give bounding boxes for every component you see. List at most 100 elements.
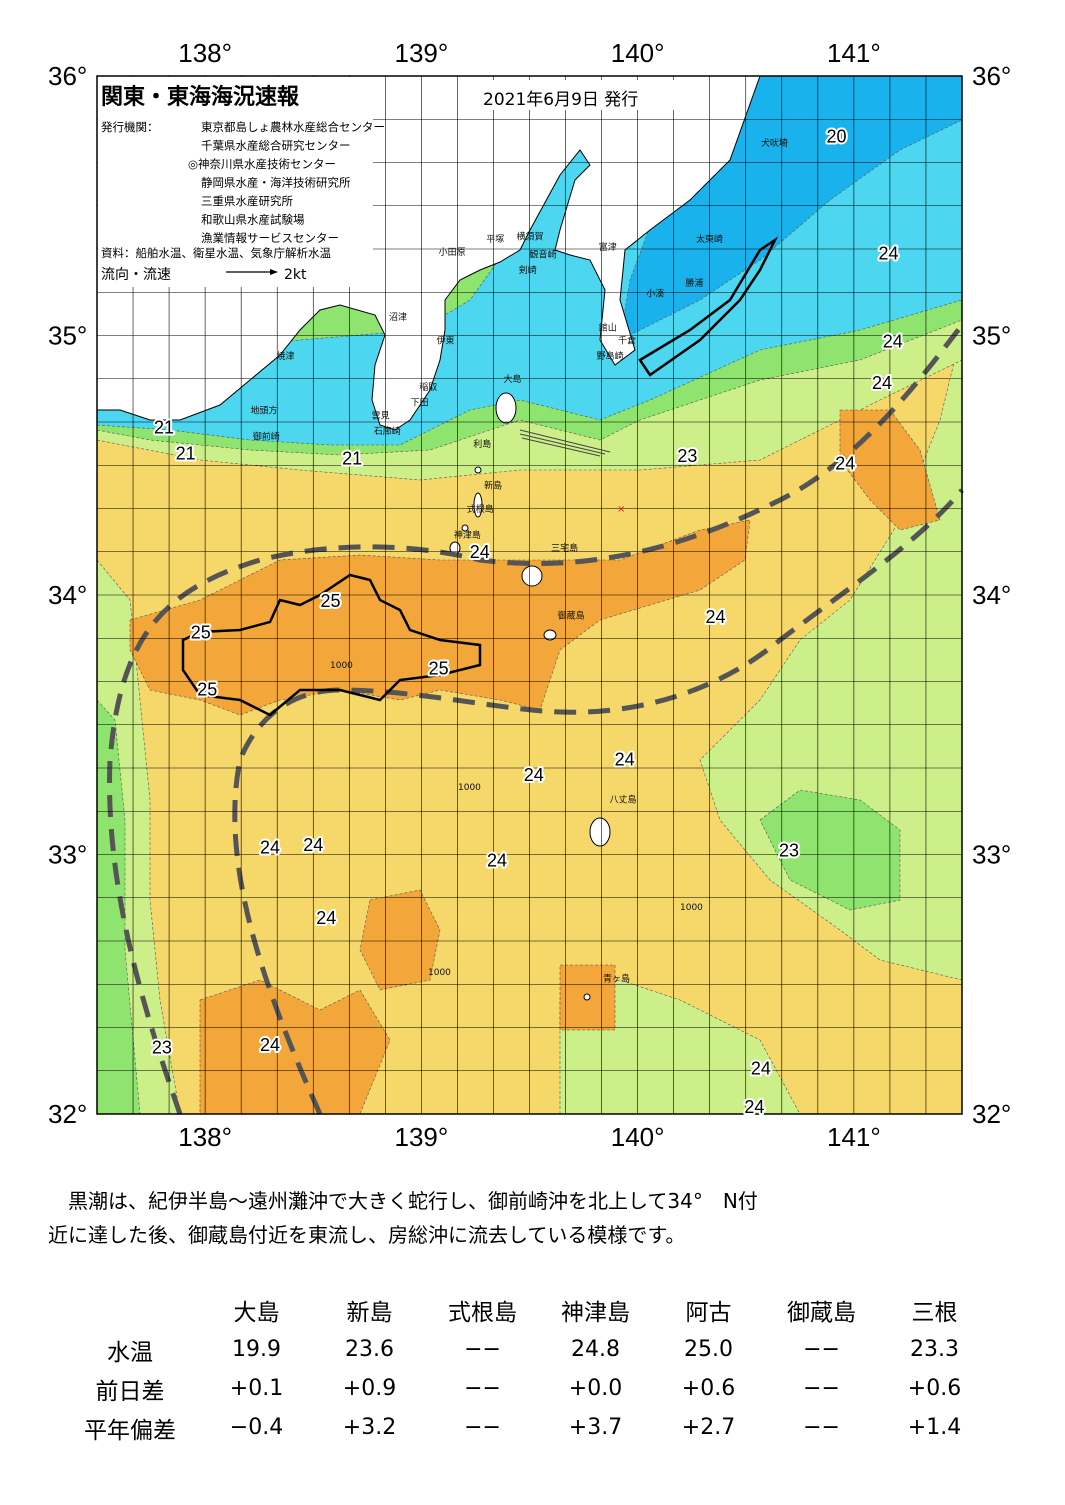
summary-line-1: 黒潮は、紀伊半島～遠州灘沖で大きく蛇行し、御前崎沖を北上して34° N付	[68, 1189, 758, 1213]
land-miyakejima	[521, 565, 543, 587]
temperature-label: 25	[197, 679, 217, 699]
kuroshio-axis-offshore	[107, 323, 964, 1115]
table-cell: +2.7	[681, 1415, 736, 1440]
issuer-name: ◎神奈川県水産技術センター	[188, 157, 336, 171]
place-name: 大島	[504, 373, 522, 385]
header-panel	[98, 77, 373, 287]
temperature-label: 24	[470, 542, 490, 562]
temperature-label: 25	[191, 622, 211, 642]
depth-contour-label: 1000	[458, 783, 481, 793]
row-label: 前日差	[95, 1378, 165, 1405]
place-name: 太東崎	[696, 233, 723, 245]
temperature-label: 21	[176, 443, 196, 463]
table-cell: 25.0	[684, 1337, 733, 1362]
place-name: 式根島	[467, 503, 494, 515]
place-name: 雲見	[372, 411, 390, 422]
table-cell: −−	[464, 1376, 501, 1401]
place-name: 小湊	[646, 288, 664, 300]
station-header: 阿古	[685, 1300, 732, 1326]
temperature-label: 24	[615, 749, 635, 769]
sst-band-22-east	[759, 789, 901, 911]
table-cell: +0.1	[229, 1376, 284, 1401]
temperature-label: 25	[429, 659, 449, 679]
lon-tick-label-bottom: 138°	[178, 1122, 232, 1152]
place-name: 富津	[599, 241, 617, 253]
table-cell: +0.0	[568, 1376, 623, 1401]
place-name: 沼津	[389, 312, 407, 323]
place-name: 館山	[599, 321, 617, 333]
lon-tick-label-top: 140°	[611, 38, 665, 68]
station-header: 新島	[346, 1300, 393, 1326]
temperature-label: 21	[154, 417, 174, 437]
issue-date: 2021年6月9日 発行	[483, 90, 638, 110]
row-label: 水温	[107, 1339, 153, 1366]
place-name: 地頭方	[251, 404, 278, 416]
temperature-label: 24	[835, 454, 855, 474]
place-name: 犬吠埼	[761, 137, 788, 149]
temperature-label: 24	[872, 373, 892, 393]
table-cell: 23.6	[345, 1337, 394, 1362]
temperature-label: 24	[303, 835, 323, 855]
data-source: 資料：船舶水温、衛星水温、気象庁解析水温	[101, 246, 331, 260]
issuer-name: 静岡県水産・海洋技術研究所	[201, 176, 351, 190]
place-name: 石廊崎	[374, 425, 401, 437]
land-oshima	[495, 392, 517, 424]
place-name: 御前崎	[253, 430, 280, 442]
temperature-label: 24	[883, 332, 903, 352]
map-frame	[96, 75, 963, 1115]
land-hachijojima	[589, 817, 611, 847]
flow-legend-scale: 2kt	[284, 267, 307, 283]
summary-line-2: 近に達した後、御蔵島付近を東流し、房総沖に流去している模様です。	[48, 1223, 686, 1247]
corner-cell	[60, 1290, 200, 1330]
lat-tick-label-right: 35°	[972, 321, 1011, 351]
map-header: 関東・東海海況速報 2021年6月9日 発行 発行機関： 東京都島しょ農林水産総…	[98, 77, 700, 287]
temperature-label: 24	[705, 607, 725, 627]
flow-legend-label: 流向・流速	[101, 267, 171, 283]
place-name: 稲取	[419, 381, 437, 393]
sst-band-25-patch	[359, 889, 441, 991]
station-header: 大島	[233, 1300, 280, 1326]
lat-tick-label-right: 32°	[972, 1099, 1011, 1129]
place-name: 神津島	[454, 529, 481, 541]
place-name: 観音崎	[530, 249, 557, 261]
lat-tick-label-right: 36°	[972, 61, 1011, 91]
table-cell: −−	[803, 1415, 840, 1440]
kuroshio-summary: 黒潮は、紀伊半島～遠州灘沖で大きく蛇行し、御前崎沖を北上して34° N付 近に達…	[48, 1184, 1008, 1252]
temperature-label: 24	[260, 1035, 280, 1055]
place-name: 八丈島	[610, 794, 637, 806]
place-name: 野島崎	[597, 350, 624, 362]
temperature-label: 23	[152, 1038, 172, 1058]
table-cell: +0.9	[342, 1376, 397, 1401]
table-cell: −−	[803, 1337, 840, 1362]
observation-table: 大島 新島 式根島 神津島 阿古 御蔵島 三根 水温 19.9 23.6 −− …	[60, 1290, 991, 1447]
place-name: 剣崎	[519, 264, 537, 276]
row-label: 平年偏差	[84, 1417, 176, 1444]
issuer-name: 和歌山県水産試験場	[201, 213, 305, 227]
place-name: 伊東	[437, 334, 455, 346]
station-header: 御蔵島	[787, 1300, 856, 1326]
temperature-label: 24	[744, 1097, 764, 1117]
table-cell: −−	[464, 1337, 501, 1362]
lon-tick-label-top: 138°	[178, 38, 232, 68]
temperature-label: 23	[677, 446, 697, 466]
place-name: 焼津	[276, 351, 294, 362]
station-header: 神津島	[561, 1300, 630, 1326]
issuer-name: 漁業情報サービスセンター	[201, 231, 339, 245]
temperature-label: 21	[342, 448, 362, 468]
observation-row-normal-diff: 平年偏差 −0.4 +3.2 −− +3.7 +2.7 −− +1.4	[60, 1408, 991, 1447]
temperature-label: 24	[524, 765, 544, 785]
table-cell: −0.4	[229, 1415, 284, 1440]
table-cell: +0.6	[681, 1376, 736, 1401]
table-cell: 23.3	[910, 1337, 959, 1362]
table-cell: +3.7	[568, 1415, 623, 1440]
sst-band-23-south	[559, 979, 801, 1114]
place-name: 利島	[473, 438, 491, 450]
observation-header-row: 大島 新島 式根島 神津島 阿古 御蔵島 三根	[60, 1290, 991, 1330]
issuer-name: 三重県水産研究所	[201, 194, 293, 208]
lon-tick-label-top: 139°	[394, 38, 448, 68]
depth-contour-label: 1000	[428, 968, 451, 978]
map-title: 関東・東海海況速報	[101, 84, 300, 110]
temperature-label: 24	[487, 851, 507, 871]
lat-tick-label-left: 36°	[48, 61, 87, 91]
